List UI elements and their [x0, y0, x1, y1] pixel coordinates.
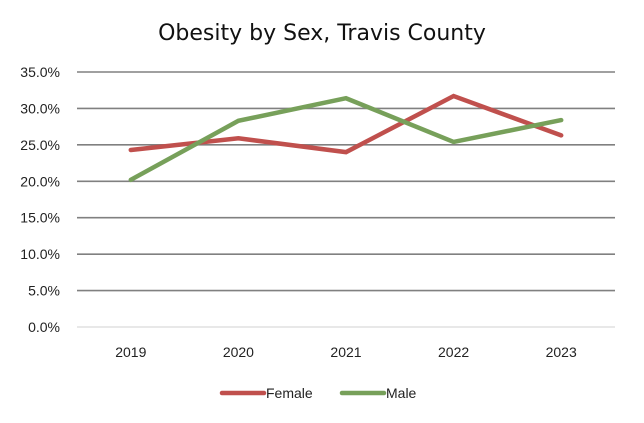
legend-item-female: Female [219, 385, 313, 401]
y-tick-label: 25.0% [20, 137, 60, 153]
y-tick-label: 5.0% [28, 283, 60, 299]
y-tick-label: 15.0% [20, 210, 60, 226]
legend-label: Male [386, 385, 417, 401]
y-tick-label: 30.0% [20, 100, 60, 116]
gridlines [77, 71, 615, 328]
x-tick-label: 2022 [438, 344, 469, 360]
chart-title: Obesity by Sex, Travis County [158, 21, 486, 46]
y-tick-label: 20.0% [20, 173, 60, 189]
series-lines [128, 93, 564, 183]
y-tick-label: 10.0% [20, 246, 60, 262]
y-tick-label: 0.0% [28, 319, 60, 335]
legend: Female Male [219, 385, 417, 401]
x-tick-label: 2020 [223, 344, 254, 360]
y-tick-label: 35.0% [20, 64, 60, 80]
x-tick-label: 2019 [115, 344, 146, 360]
legend-item-male: Male [339, 385, 417, 401]
x-tick-label: 2023 [546, 344, 577, 360]
legend-label: Female [266, 385, 313, 401]
y-axis-ticks: 0.0% 5.0% 10.0% 15.0% 20.0% 25.0% 30.0% 35.0% [20, 64, 60, 335]
x-tick-label: 2021 [330, 344, 361, 360]
x-axis-ticks: 2019 2020 2021 2022 2023 [115, 344, 577, 360]
